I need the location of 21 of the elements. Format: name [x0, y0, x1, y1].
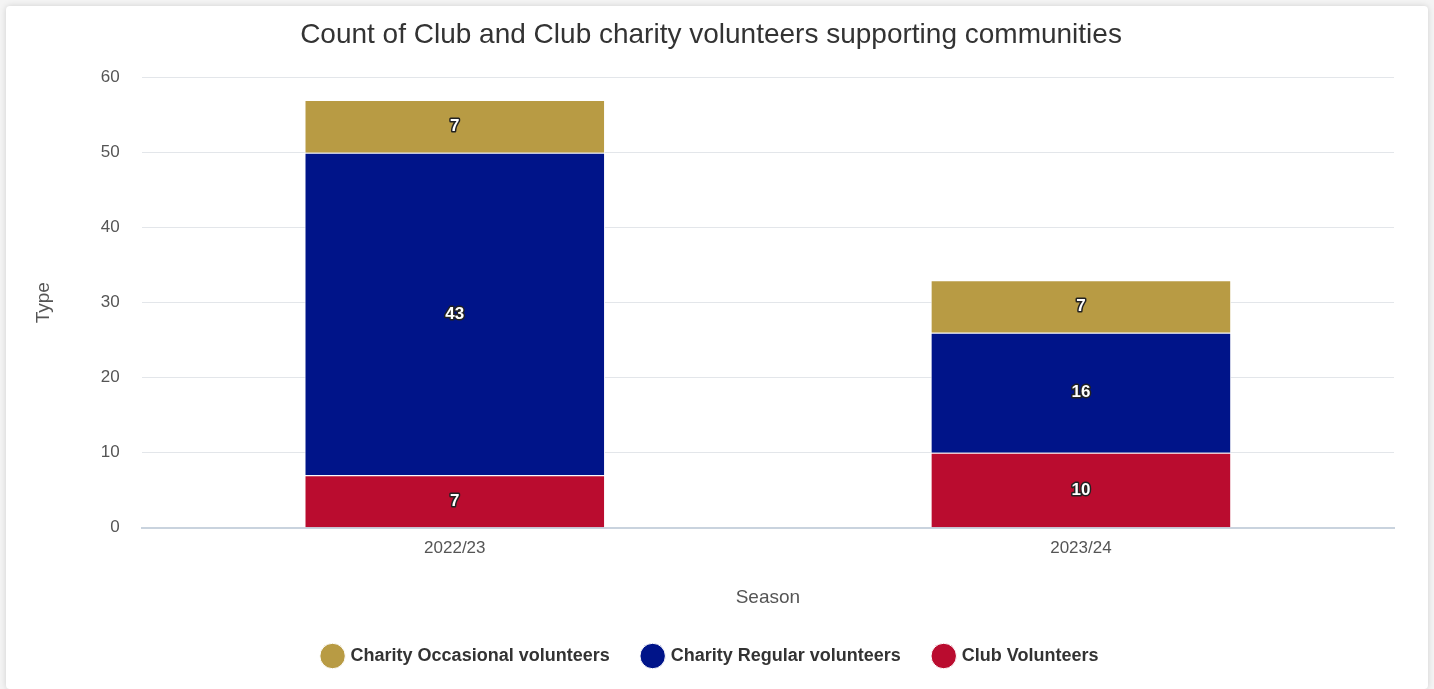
- x-tick-label: 2022/23: [424, 537, 486, 557]
- y-tick-label: 30: [100, 292, 120, 312]
- y-tick-label: 10: [100, 442, 120, 462]
- y-tick-label: 20: [100, 367, 120, 387]
- data-label: 10: [1071, 479, 1091, 499]
- data-label: 16: [1071, 382, 1091, 402]
- chart-title: Count of Club and Club charity volunteers supporting communities: [300, 17, 1122, 49]
- legend-label: Club Volunteers: [961, 644, 1099, 665]
- y-tick-label: 50: [100, 142, 120, 162]
- x-tick-label: 2023/24: [1050, 537, 1112, 557]
- legend-label: Charity Regular volunteers: [670, 644, 901, 665]
- data-label: 43: [445, 303, 465, 323]
- x-axis-title: Season: [735, 585, 801, 607]
- data-label: 7: [1076, 296, 1086, 316]
- legend-label: Charity Occasional volunteers: [350, 644, 610, 665]
- data-label: 7: [450, 116, 460, 136]
- y-tick-label: 40: [100, 217, 120, 237]
- y-axis-title: Type: [31, 282, 53, 324]
- y-tick-label: 0: [110, 517, 120, 537]
- data-label: 7: [450, 490, 460, 510]
- y-tick-label: 60: [100, 67, 120, 87]
